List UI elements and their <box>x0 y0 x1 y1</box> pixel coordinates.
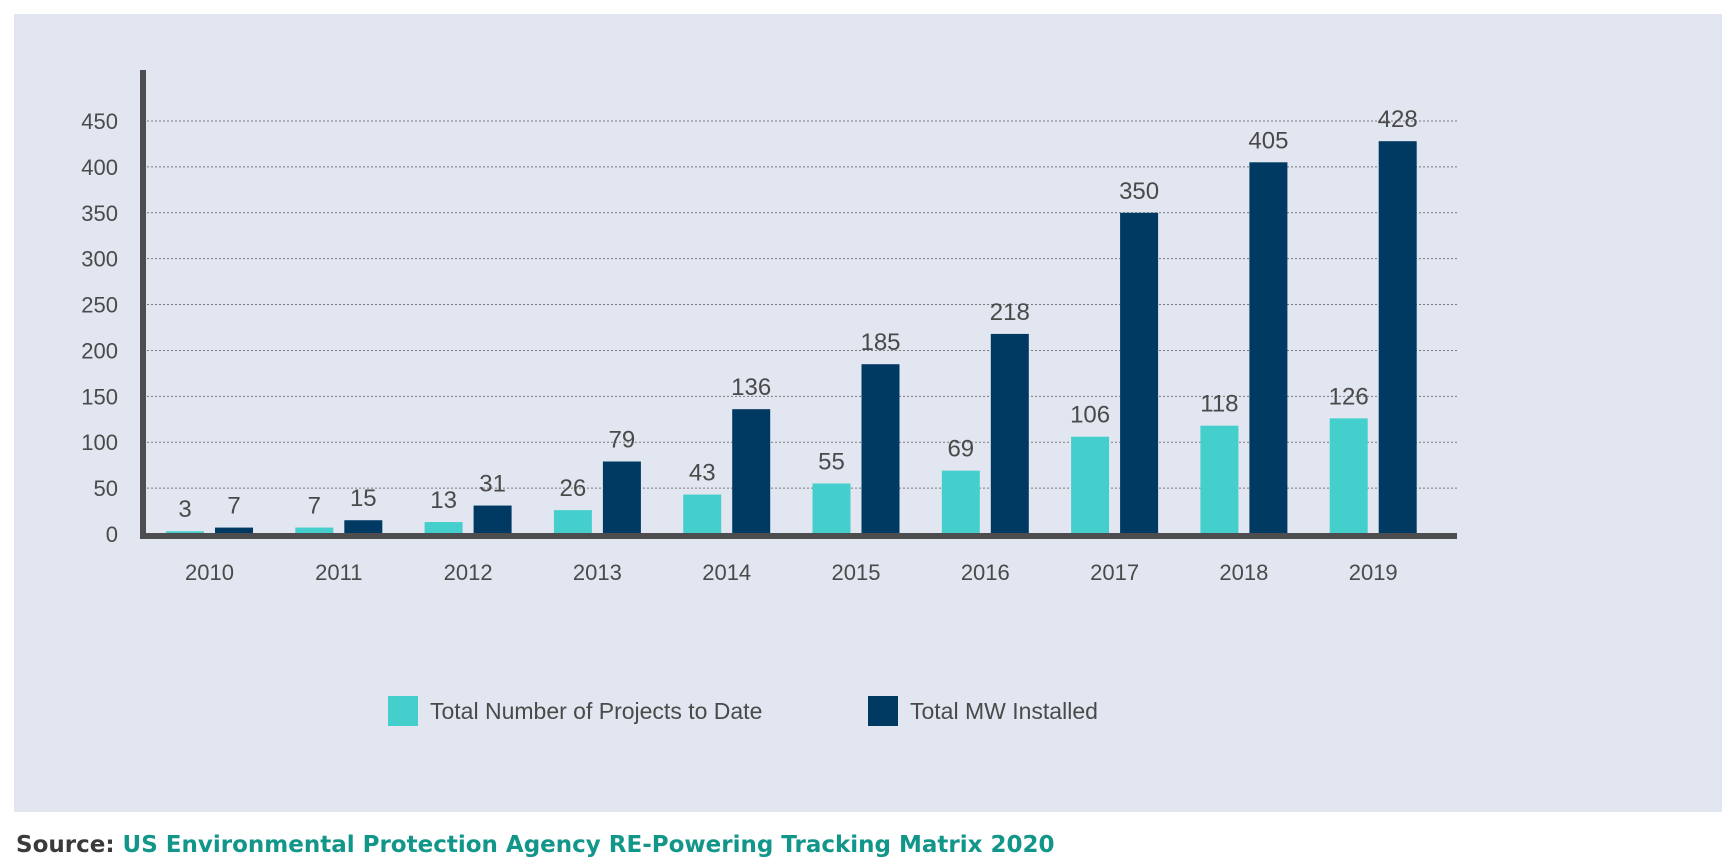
y-tick-label: 450 <box>81 109 118 134</box>
y-tick-label: 0 <box>106 522 118 547</box>
bar-projects <box>941 470 980 534</box>
x-tick-label: 2016 <box>961 560 1010 585</box>
data-label-projects: 69 <box>947 436 974 463</box>
bar-projects <box>424 522 463 534</box>
bar-mw <box>1378 141 1417 534</box>
bar-projects <box>1071 436 1110 534</box>
data-label-mw: 136 <box>731 374 771 401</box>
data-label-mw: 31 <box>479 471 506 498</box>
y-tick-label: 200 <box>81 338 118 363</box>
bar-mw <box>861 364 900 534</box>
bar-projects <box>1329 418 1368 534</box>
data-label-projects: 55 <box>818 449 845 476</box>
data-label-projects: 126 <box>1329 383 1369 410</box>
data-label-projects: 3 <box>178 496 191 523</box>
data-label-projects: 26 <box>560 475 587 502</box>
x-tick-label: 2019 <box>1349 560 1398 585</box>
data-label-projects: 13 <box>430 487 457 514</box>
bar-projects <box>295 527 334 534</box>
data-label-mw: 7 <box>227 493 240 520</box>
y-tick-label: 350 <box>81 201 118 226</box>
bar-mw <box>473 505 512 534</box>
bar-projects <box>683 494 722 534</box>
bar-mw <box>215 527 253 534</box>
y-tick-label: 150 <box>81 384 118 409</box>
source-note: Source: US Environmental Protection Agen… <box>16 832 1054 858</box>
data-label-mw: 428 <box>1378 106 1418 133</box>
data-label-mw: 185 <box>860 329 900 356</box>
x-tick-label: 2013 <box>573 560 622 585</box>
data-label-projects: 118 <box>1200 391 1238 418</box>
bar-mw <box>990 333 1029 534</box>
bar-mw <box>732 409 771 534</box>
x-tick-label: 2010 <box>185 560 234 585</box>
x-tick-label: 2017 <box>1090 560 1139 585</box>
y-tick-label: 50 <box>94 476 118 501</box>
source-label: Source: <box>16 832 115 858</box>
y-tick-label: 250 <box>81 293 118 318</box>
data-label-projects: 43 <box>689 460 716 487</box>
x-tick-label: 2015 <box>832 560 881 585</box>
bar-mw <box>344 520 383 534</box>
bar-mw <box>602 461 641 534</box>
y-tick-label: 400 <box>81 155 118 180</box>
data-label-mw: 350 <box>1119 178 1159 205</box>
data-label-projects: 106 <box>1070 402 1110 429</box>
y-tick-label: 300 <box>81 247 118 272</box>
x-tick-label: 2011 <box>315 560 362 585</box>
chart-panel: 0 50 100 150 200 250 300 350 400 450 3 7 2010 7 15 2011… <box>14 14 1722 812</box>
data-label-mw: 218 <box>990 299 1030 326</box>
data-label-projects: 7 <box>308 493 321 520</box>
bar-projects <box>1200 425 1239 534</box>
data-label-mw: 79 <box>609 426 636 453</box>
data-label-mw: 405 <box>1248 127 1288 154</box>
x-tick-label: 2018 <box>1219 560 1268 585</box>
x-tick-label: 2014 <box>702 560 751 585</box>
bar-mw <box>1120 212 1159 534</box>
bar-projects <box>812 483 851 534</box>
bar-projects <box>166 531 204 534</box>
bar-mw <box>1249 162 1288 535</box>
bar-chart: 0 50 100 150 200 250 300 350 400 450 3 7 2010 7 15 2011… <box>81 70 1457 585</box>
x-tick-label: 2012 <box>444 560 493 585</box>
data-label-mw: 15 <box>350 485 377 512</box>
source-text: US Environmental Protection Agency RE-Po… <box>122 832 1055 858</box>
bar-projects <box>553 510 592 534</box>
y-tick-label: 100 <box>81 430 118 455</box>
